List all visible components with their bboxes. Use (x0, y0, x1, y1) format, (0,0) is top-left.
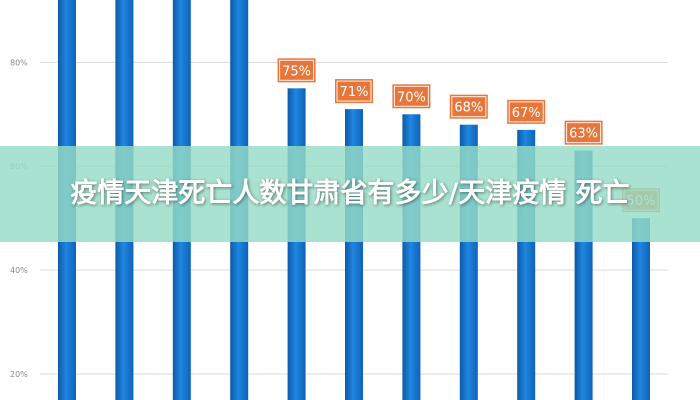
data-label-text: 70% (397, 90, 426, 105)
data-label-box (335, 79, 373, 104)
data-label-inner-border (451, 96, 487, 118)
data-label-box (564, 120, 603, 145)
data-label-box (277, 58, 316, 83)
data-label-text: 68% (454, 101, 483, 116)
data-label-text: 75% (282, 64, 311, 79)
data-label-inner-border (508, 101, 544, 123)
data-label: 67% (507, 99, 546, 124)
data-label-inner-border (393, 85, 429, 107)
y-tick-label: 80% (10, 58, 28, 67)
data-label: 63% (564, 120, 603, 145)
data-label-text: 67% (512, 106, 541, 121)
data-label: 68% (449, 94, 488, 119)
data-label-text: 71% (340, 85, 369, 100)
data-label-inner-border (279, 59, 315, 81)
data-label: 70% (392, 84, 431, 109)
bar (632, 218, 650, 400)
y-tick-label: 20% (10, 370, 28, 379)
data-label-box (507, 99, 546, 124)
data-label: 71% (335, 79, 373, 104)
headline-text: 疫情天津死亡人数甘肃省有多少/天津疫情 死亡 (70, 178, 630, 209)
data-label-box (392, 84, 431, 109)
data-label-box (449, 94, 488, 119)
data-label-text: 63% (569, 127, 598, 142)
data-label-inner-border (566, 122, 602, 144)
y-tick-label: 40% (10, 266, 28, 275)
headline-banner: 疫情天津死亡人数甘肃省有多少/天津疫情 死亡 (0, 146, 700, 242)
bar (287, 88, 306, 400)
data-label-inner-border (336, 80, 372, 102)
data-label: 75% (277, 58, 316, 83)
